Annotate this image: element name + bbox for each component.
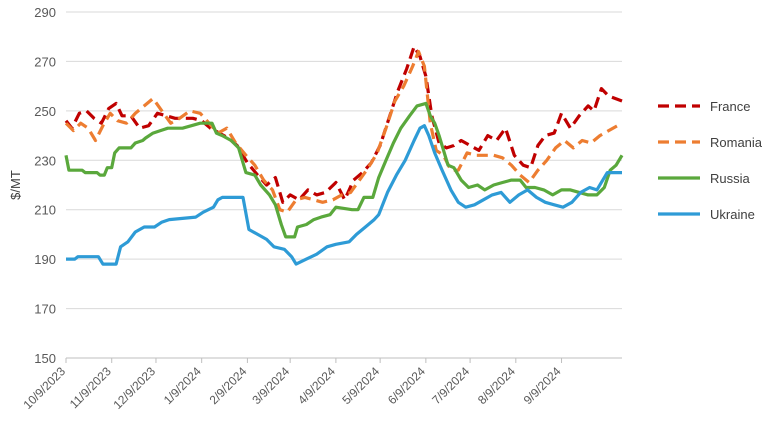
series-line-russia <box>64 101 624 239</box>
y-tick-label: 210 <box>34 203 56 218</box>
y-axis-ticks: 150 170 190 210 230 250 270 290 <box>34 5 56 366</box>
x-tick-label: 9/9/2024 <box>521 364 564 407</box>
y-tick-label: 190 <box>34 252 56 267</box>
x-tick-label: 6/9/2024 <box>385 364 428 407</box>
x-tick-label: 5/9/2024 <box>339 364 382 407</box>
x-tick-label: 4/9/2024 <box>295 364 338 407</box>
series-line-ukraine <box>66 124 622 266</box>
series-lines <box>64 45 624 266</box>
legend-label-france: France <box>710 99 750 114</box>
x-tick-label: 3/9/2024 <box>249 364 292 407</box>
series-line-romania <box>64 49 623 214</box>
series-line-france <box>64 45 623 204</box>
y-tick-label: 150 <box>34 351 56 366</box>
legend-label-romania: Romania <box>710 135 763 150</box>
x-tick-label: 2/9/2024 <box>207 364 250 407</box>
x-tick-label: 12/9/2023 <box>110 364 158 412</box>
legend-label-russia: Russia <box>710 171 751 186</box>
legend-label-ukraine: Ukraine <box>710 207 755 222</box>
x-tick-label: 11/9/2023 <box>67 364 114 411</box>
x-tick-label: 1/9/2024 <box>161 364 204 407</box>
y-axis-label: $/MT <box>8 170 23 200</box>
y-tick-label: 170 <box>34 302 56 317</box>
x-tick-label: 10/9/2023 <box>20 364 68 412</box>
gridlines <box>66 11 622 310</box>
y-tick-label: 270 <box>34 54 56 69</box>
x-tick-label: 8/9/2024 <box>475 364 518 407</box>
y-tick-label: 290 <box>34 5 56 20</box>
y-tick-label: 250 <box>34 104 56 119</box>
legend: France Romania Russia Ukraine <box>658 99 763 222</box>
y-tick-label: 230 <box>34 153 56 168</box>
x-tick-label: 7/9/2024 <box>429 364 472 407</box>
